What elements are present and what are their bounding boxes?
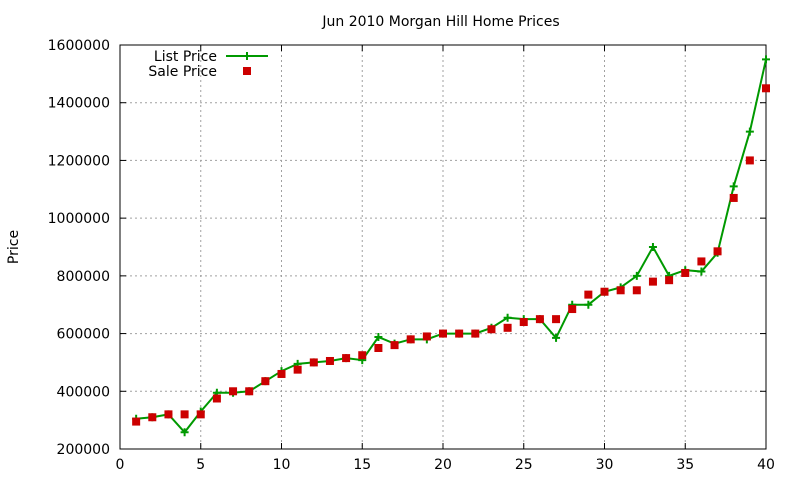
sale-price-point — [439, 329, 447, 338]
sale-price-point — [552, 315, 561, 324]
x-tick-label: 5 — [196, 457, 205, 473]
sale-price-point — [229, 387, 238, 396]
sale-price-point — [455, 329, 464, 338]
sale-price-point — [358, 351, 367, 360]
sale-price-point — [745, 156, 754, 165]
y-tick-label: 1200000 — [48, 153, 110, 169]
list-price-point — [552, 333, 561, 342]
sale-price-point — [261, 377, 270, 386]
list-price-point — [729, 182, 738, 191]
list-price-point — [762, 55, 770, 64]
legend-marker-list-price — [243, 52, 251, 60]
sale-price-point — [293, 365, 302, 374]
sale-price-point — [471, 329, 480, 338]
legend-swatches — [226, 52, 268, 75]
list-price-point — [648, 243, 657, 251]
sale-price-point — [713, 247, 722, 256]
sale-price-point — [148, 413, 157, 422]
sale-price-point — [342, 354, 351, 363]
legend-label-sale-price: Sale Price — [148, 64, 217, 80]
sale-price-point — [535, 315, 544, 324]
sale-price-point — [487, 325, 496, 334]
sale-price-point — [568, 305, 577, 314]
sale-price-point — [406, 335, 415, 344]
sale-price-point — [584, 290, 593, 299]
x-tick-label: 0 — [116, 457, 125, 473]
list-price-point — [584, 300, 593, 309]
legend-swatch-sale-price — [243, 67, 251, 75]
sale-price-point — [422, 332, 431, 341]
y-tick-label: 1400000 — [48, 96, 110, 112]
list-price-point — [632, 271, 641, 280]
sale-price-point — [503, 323, 512, 332]
x-tick-label: 25 — [515, 457, 533, 473]
sale-price-point — [390, 341, 399, 350]
grid — [120, 45, 766, 449]
x-tick-label: 40 — [757, 457, 775, 473]
sale-price-point — [681, 268, 690, 277]
sale-price-point — [325, 356, 334, 365]
sale-price-point — [519, 318, 528, 327]
sale-price-point — [665, 276, 674, 285]
sale-price-point — [632, 286, 641, 295]
sale-price-point — [196, 410, 205, 419]
list-price-point — [745, 127, 754, 136]
y-tick-label: 600000 — [57, 327, 110, 343]
series-layer — [132, 55, 770, 437]
y-tick-label: 1600000 — [48, 38, 110, 54]
y-tick-label: 800000 — [57, 269, 110, 285]
x-tick-label: 20 — [434, 457, 452, 473]
y-tick-label: 400000 — [57, 384, 110, 400]
sale-price-point — [309, 358, 318, 367]
list-price-point — [374, 333, 383, 342]
sale-price-point — [245, 387, 254, 396]
y-tick-label: 1000000 — [48, 211, 110, 227]
sale-price-point — [180, 410, 189, 419]
series-line-list-price — [136, 59, 767, 434]
axis-ticks: 0 5 10 15 20 25 30 35 40 200000 400000 600000 800000… — [48, 38, 775, 473]
y-tick-label: 200000 — [57, 442, 110, 458]
x-tick-label: 35 — [676, 457, 694, 473]
sale-price-point — [374, 344, 383, 352]
list-price-point — [503, 313, 512, 322]
chart-title: Jun 2010 Morgan Hill Home Prices — [321, 14, 559, 30]
list-price-point — [697, 267, 706, 276]
sale-price-point — [648, 277, 657, 286]
sale-price-point — [600, 287, 609, 296]
y-axis-label: Price — [6, 230, 22, 264]
legend-label-list-price: List Price — [154, 49, 217, 65]
sale-price-point — [762, 84, 770, 93]
sale-price-point — [132, 417, 141, 426]
legend: List Price Sale Price — [148, 49, 268, 80]
x-tick-label: 30 — [596, 457, 614, 473]
x-tick-label: 15 — [353, 457, 371, 473]
x-tick-label: 10 — [273, 457, 291, 473]
sale-price-point — [212, 394, 221, 403]
sale-price-point — [164, 410, 173, 419]
sale-price-point — [616, 286, 625, 295]
sale-price-point — [729, 193, 738, 202]
sale-price-point — [277, 369, 286, 378]
sale-price-point — [697, 257, 706, 266]
list-price-point — [180, 428, 189, 437]
